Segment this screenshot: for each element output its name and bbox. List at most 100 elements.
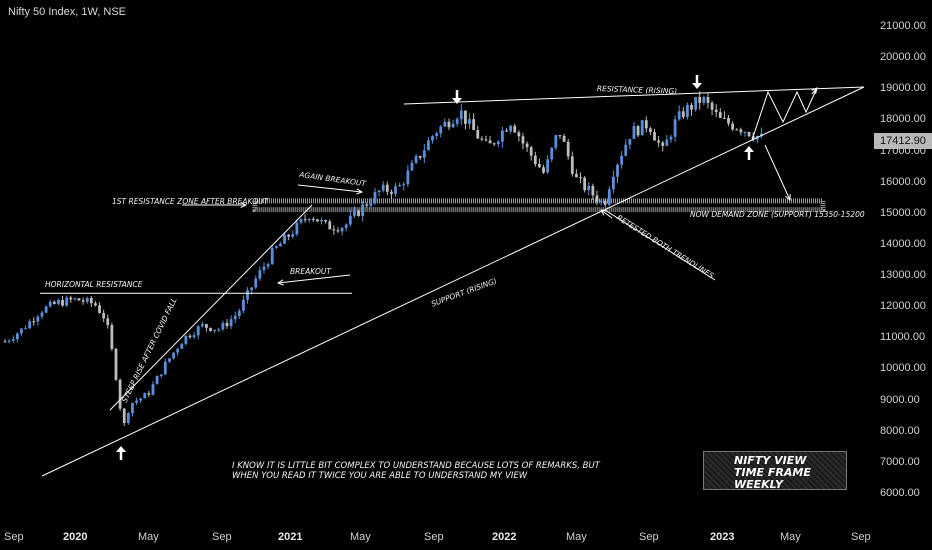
candle-body <box>468 119 471 124</box>
candle-body <box>184 335 188 344</box>
first-resistance-zone-label: 1ST RESISTANCE ZONE AFTER BREAKOUT <box>112 197 269 206</box>
candle-body <box>439 126 443 134</box>
candle-body <box>77 298 81 301</box>
candle-body <box>110 325 114 349</box>
x-tick-label: May <box>350 531 371 543</box>
candle-body <box>283 234 286 244</box>
candle-body <box>258 270 262 279</box>
candle-body <box>336 230 340 232</box>
y-tick-label: 9000.00 <box>880 393 920 406</box>
candle-body <box>583 177 587 191</box>
retest-arrow <box>600 209 613 219</box>
candle-body <box>143 393 147 399</box>
candle-body <box>509 125 513 132</box>
projection-down-arrow <box>764 144 791 201</box>
y-tick-label: 18000.00 <box>880 113 926 126</box>
candle-body <box>61 300 64 306</box>
candle-body <box>455 119 459 124</box>
candle-body <box>447 121 451 128</box>
y-tick-label: 15000.00 <box>880 206 926 219</box>
retested-pointer-line <box>604 209 716 281</box>
x-tick-label: 2021 <box>278 531 303 543</box>
y-tick-label: 12000.00 <box>880 300 926 313</box>
candle-body <box>159 374 163 376</box>
candle-body <box>32 321 36 323</box>
candle-body <box>533 155 537 165</box>
candle-body <box>739 129 743 133</box>
candle-body <box>603 200 607 205</box>
candle-body <box>644 120 648 129</box>
retest-arrow-head <box>600 209 607 216</box>
candle-body <box>89 297 93 304</box>
candle-body <box>681 111 685 117</box>
candle-body <box>3 341 7 343</box>
candle-body <box>122 408 126 424</box>
candle-body <box>168 358 171 362</box>
demand-zone-band <box>252 198 826 213</box>
breakout-arrow-head <box>276 279 284 286</box>
candle-body <box>139 398 143 401</box>
bottom-note-line-2: WHEN YOU READ IT TWICE YOU ARE ABLE TO U… <box>232 471 528 481</box>
candle-body <box>73 298 77 300</box>
y-tick-label: 10000.00 <box>880 362 926 375</box>
candle-body <box>242 299 245 311</box>
candle-body <box>44 306 48 313</box>
candle-body <box>747 132 751 137</box>
candle-body <box>624 144 628 156</box>
horizontal-resistance-label: HORIZONTAL RESISTANCE <box>45 280 143 289</box>
candle-body <box>558 135 562 137</box>
projection-up-arrow-head <box>811 87 818 94</box>
candle-body <box>538 164 541 168</box>
demand-zone-label: NOW DEMAND ZONE (SUPPORT) 15350-15200 <box>690 210 865 219</box>
candle-body <box>710 102 714 110</box>
candle-body <box>205 324 208 328</box>
candle-body <box>694 96 698 110</box>
candle-body <box>529 147 533 156</box>
candle-body <box>406 170 410 185</box>
candle-body <box>727 117 730 124</box>
candle-body <box>353 210 356 216</box>
candle-body <box>196 326 200 336</box>
candle-body <box>591 185 595 196</box>
candle-body <box>48 301 52 307</box>
nifty-view-box: NIFTY VIEW TIME FRAME WEEKLY <box>703 451 847 491</box>
candle-body <box>172 352 175 359</box>
candle-body <box>550 147 554 160</box>
candle-body <box>484 139 488 141</box>
support-rising-line <box>41 86 865 477</box>
view-timeframe: TIME FRAME WEEKLY <box>734 466 811 491</box>
candle-body <box>723 117 726 119</box>
x-tick-label: May <box>780 531 801 543</box>
candle-body <box>131 402 134 414</box>
bottom-note-line-1: I KNOW IT IS LITTLE BIT COMPLEX TO UNDER… <box>232 461 600 471</box>
candle-body <box>402 184 406 186</box>
candle-body <box>377 190 381 193</box>
candle-body <box>698 96 702 103</box>
candle-body <box>640 120 644 136</box>
x-tick-label: 2023 <box>710 531 735 543</box>
candle-body <box>102 312 106 319</box>
candle-body <box>274 246 278 248</box>
last-price-tag: 17412.90 <box>874 133 932 149</box>
candle-body <box>607 189 611 205</box>
candle-body <box>151 384 155 395</box>
resistance-rising-line <box>403 86 865 105</box>
projection-up-arrow <box>811 87 818 95</box>
again-breakout-arrow-head <box>356 188 364 195</box>
peak-arrow-2022-head <box>692 83 702 89</box>
candle-body <box>422 150 426 158</box>
candle-body <box>517 132 521 137</box>
candle-body <box>209 327 212 331</box>
candle-body <box>135 400 138 403</box>
candle-body <box>521 136 525 144</box>
x-tick-label: 2022 <box>492 531 517 543</box>
candle-body <box>579 177 582 179</box>
candle-body <box>188 335 192 338</box>
x-tick-label: 2020 <box>63 531 88 543</box>
candle-body <box>332 229 336 231</box>
candle-body <box>324 220 328 222</box>
candle-body <box>731 123 735 130</box>
candle-body <box>496 141 500 145</box>
y-tick-label: 16000.00 <box>880 175 926 188</box>
peak-arrow-2021-head <box>452 98 462 104</box>
